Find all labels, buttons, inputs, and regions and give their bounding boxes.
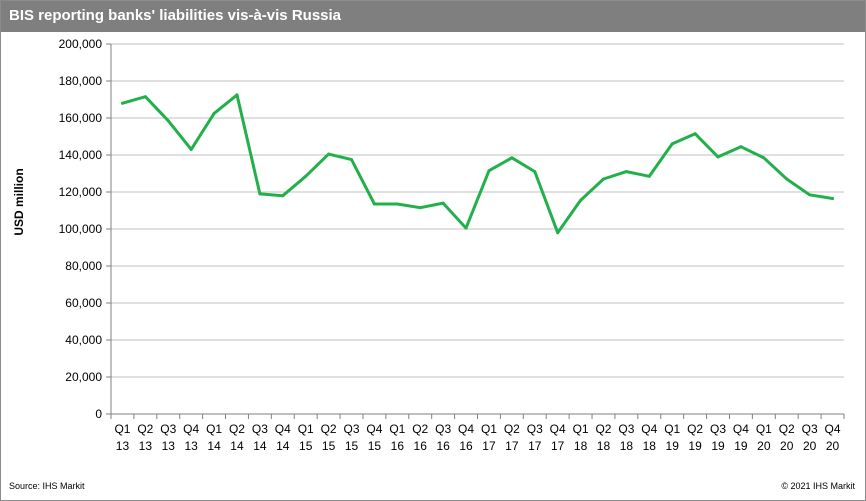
data-point	[464, 226, 468, 230]
x-tick-label: Q3 18	[618, 422, 634, 453]
data-point	[327, 152, 331, 156]
y-tick-label: 20,000	[65, 370, 102, 384]
x-tick-label: Q1 19	[664, 422, 680, 453]
y-tick-label: 180,000	[59, 74, 103, 88]
data-point	[235, 93, 239, 97]
gridlines	[111, 43, 844, 378]
data-point	[556, 231, 560, 235]
data-point	[647, 174, 651, 178]
data-point	[808, 193, 812, 197]
x-tick-label: Q3 19	[710, 422, 726, 453]
x-tick-label: Q2 13	[137, 422, 153, 453]
data-point	[785, 177, 789, 181]
data-point	[418, 206, 422, 210]
y-axis-label: USD million	[12, 168, 26, 235]
y-tick-label: 0	[95, 407, 102, 421]
x-tick-label: Q2 20	[779, 422, 795, 453]
y-tick-label: 100,000	[59, 222, 103, 236]
x-tick-label: Q3 16	[435, 422, 451, 453]
x-tick-label: Q2 16	[412, 422, 428, 453]
data-point	[166, 119, 170, 123]
data-point	[487, 169, 491, 173]
y-tick-label: 200,000	[59, 37, 103, 51]
y-tick-label: 40,000	[65, 333, 102, 347]
x-tick-label: Q1 14	[206, 422, 222, 453]
y-axis: 0 20,000 40,000 60,000 80,000 100,000 120,000 1…	[59, 37, 112, 421]
x-tick-label: Q1 16	[389, 422, 405, 453]
x-tick-label: Q1 18	[573, 422, 589, 453]
x-tick-label: Q4 16	[458, 422, 474, 453]
x-tick-label: Q4 19	[733, 422, 749, 453]
x-tick-label: Q2 17	[504, 422, 520, 453]
data-point	[579, 198, 583, 202]
x-tick-label: Q1 20	[756, 422, 772, 453]
data-point	[831, 196, 835, 200]
x-tick-label: Q3 20	[802, 422, 818, 453]
data-point	[693, 132, 697, 136]
x-tick-label: Q3 15	[344, 422, 360, 453]
data-point	[716, 155, 720, 159]
data-point	[258, 192, 262, 196]
data-point	[143, 95, 147, 99]
data-point	[441, 201, 445, 205]
data-point	[281, 194, 285, 198]
data-point	[510, 156, 514, 160]
data-point	[762, 156, 766, 160]
y-tick-label: 120,000	[59, 185, 103, 199]
y-tick-label: 160,000	[59, 111, 103, 125]
x-axis: Q1 13 Q2 13 Q3 13 Q4 13 Q1 14 Q2 14 Q3 14 Q4 14 Q1 15 Q2 15…	[110, 413, 845, 453]
x-tick-label: Q3 17	[527, 422, 543, 453]
series-layer	[120, 93, 835, 235]
y-tick-label: 140,000	[59, 148, 103, 162]
x-tick-label: Q1 15	[298, 422, 314, 453]
y-tick-label: 80,000	[65, 259, 102, 273]
x-tick-label: Q1 13	[114, 422, 130, 453]
x-tick-label: Q4 18	[641, 422, 657, 453]
data-point	[670, 142, 674, 146]
y-tick-label: 60,000	[65, 296, 102, 310]
x-tick-label: Q4 13	[183, 422, 199, 453]
data-point	[624, 170, 628, 174]
x-tick-label: Q2 15	[321, 422, 337, 453]
x-tick-label: Q4 15	[366, 422, 382, 453]
x-tick-label: Q2 19	[687, 422, 703, 453]
data-point	[601, 177, 605, 181]
copyright-note: © 2021 IHS Markit	[781, 481, 855, 491]
title-bar: BIS reporting banks' liabilities vis-à-v…	[1, 1, 865, 32]
data-point	[212, 111, 216, 115]
x-tick-label: Q4 14	[275, 422, 291, 453]
data-point	[350, 158, 354, 162]
x-tick-label: Q1 17	[481, 422, 497, 453]
source-note: Source: IHS Markit	[9, 481, 85, 491]
data-point	[189, 147, 193, 151]
x-tick-label: Q4 20	[825, 422, 841, 453]
series-line	[121, 93, 834, 235]
x-tick-label: Q3 14	[252, 422, 268, 453]
x-tick-label: Q2 14	[229, 422, 245, 453]
x-tick-label: Q4 17	[550, 422, 566, 453]
chart-title: BIS reporting banks' liabilities vis-à-v…	[9, 7, 342, 24]
data-point	[372, 202, 376, 206]
data-point	[395, 202, 399, 206]
data-point	[739, 145, 743, 149]
data-point	[304, 174, 308, 178]
data-point	[120, 101, 124, 105]
x-tick-label: Q3 13	[160, 422, 176, 453]
data-point	[533, 170, 537, 174]
x-tick-label: Q2 18	[595, 422, 611, 453]
